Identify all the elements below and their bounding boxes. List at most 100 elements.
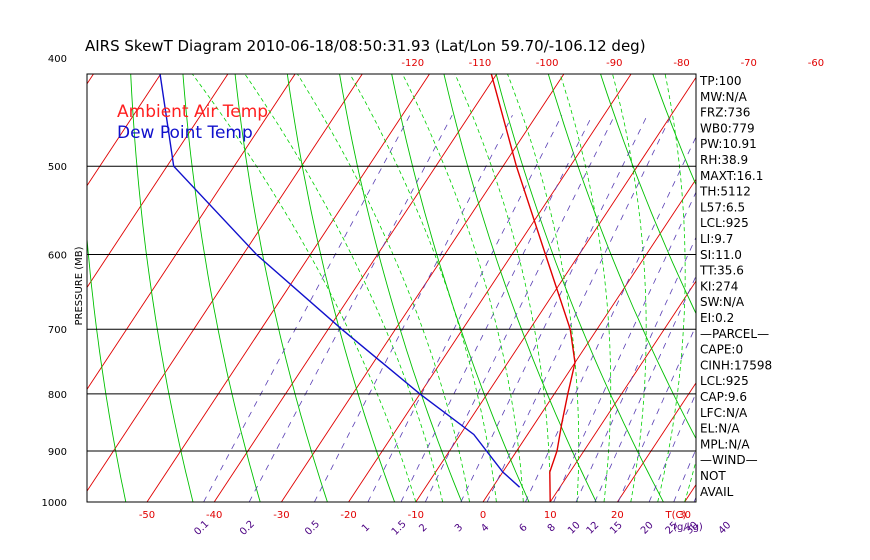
index-row: CAP:9.6 — [700, 390, 747, 404]
index-row: CINH:17598 — [700, 358, 772, 372]
index-row: SW:N/A — [700, 295, 745, 309]
isotherm-line — [415, 76, 696, 502]
dry-adiabat-line — [182, 74, 261, 502]
mixing-ratio-tick-label: 2 — [417, 522, 429, 534]
legend-dew-point: Dew Point Temp — [117, 123, 253, 143]
mixing-ratio-tick-label: 6 — [517, 522, 529, 534]
mixing-ratio-tick-label: 8 — [546, 522, 558, 534]
mixing-ratio-tick-label: 0.2 — [238, 519, 257, 538]
index-row: —WIND— — [700, 453, 758, 467]
bottom-temp-tick-label: -30 — [273, 510, 289, 521]
mixing-ratio-line — [594, 275, 696, 502]
top-temp-tick-label: -110 — [469, 58, 492, 69]
index-row: LFC:N/A — [700, 406, 748, 420]
isotherm-line — [0, 0, 278, 502]
bottom-temp-tick-label: 0 — [480, 510, 486, 521]
index-row: TP:100 — [699, 74, 742, 88]
mixing-ratio-line — [486, 115, 672, 502]
bottom-temp-tick-label: -20 — [340, 510, 356, 521]
isotherm-line — [549, 280, 696, 502]
moist-adiabat-line — [349, 74, 497, 502]
index-row: —PARCEL— — [700, 327, 769, 341]
pressure-tick-label: 800 — [48, 390, 67, 401]
index-row: TT:35.6 — [699, 264, 744, 278]
mixing-ratio-tick-label: 4 — [479, 522, 491, 534]
index-row: L57:6.5 — [700, 200, 745, 214]
isotherm-line — [213, 74, 498, 502]
mixing-ratio-line — [203, 115, 411, 502]
isotherm-line — [87, 74, 363, 492]
pressure-tick-label: 900 — [48, 447, 67, 458]
mixing-ratio-tick-label: 20 — [639, 520, 656, 537]
isotherm-line — [752, 0, 870, 502]
mixing-ratio-line — [314, 115, 513, 502]
plot-frame — [86, 73, 697, 503]
bottom-temp-tick-label: -10 — [408, 510, 424, 521]
dry-adiabat-line — [652, 74, 696, 186]
bottom-temp-tick-label: 20 — [611, 510, 624, 521]
bottom-temp-tick-label: 30 — [678, 510, 691, 521]
index-row: SI:11.0 — [700, 248, 742, 262]
top-temp-tick-label: -60 — [808, 58, 824, 69]
index-row: KI:274 — [700, 279, 738, 293]
mixing-ratio-line — [400, 115, 593, 502]
index-row: MAXT:16.1 — [700, 169, 763, 183]
dry-adiabat-line — [286, 74, 396, 502]
bottom-temp-tick-label: -40 — [206, 510, 222, 521]
pressure-tick-label: 600 — [48, 251, 67, 262]
mixing-ratio-tick-label: 15 — [608, 520, 625, 537]
dry-adiabat-line — [547, 74, 696, 440]
mixing-ratio-line — [553, 191, 696, 502]
top-temp-tick-label: -70 — [741, 58, 757, 69]
mixing-ratio-line — [248, 115, 453, 502]
mixing-ratio-line — [367, 115, 563, 502]
mixing-ratio-tick-label: 10 — [566, 520, 583, 537]
mixing-ratio-line — [525, 136, 696, 502]
index-row: FRZ:736 — [700, 106, 750, 120]
index-row: CAPE:0 — [700, 343, 743, 357]
bottom-temp-tick-label: -50 — [139, 510, 155, 521]
mixing-ratio-tick-label: 3 — [453, 522, 465, 534]
isotherm-line — [0, 0, 144, 502]
mixing-ratio-line — [424, 115, 616, 502]
index-row: LCL:925 — [700, 374, 749, 388]
dry-adiabat-line — [26, 0, 114, 502]
index-row: MPL:N/A — [700, 437, 750, 451]
index-row: PW:10.91 — [700, 137, 757, 151]
mixing-ratio-line — [648, 392, 696, 502]
index-row: LCL:925 — [700, 216, 749, 230]
pressure-tick-label: 1000 — [42, 498, 67, 509]
index-row: WB0:779 — [700, 121, 755, 135]
bottom-temp-tick-label: 10 — [544, 510, 557, 521]
dry-adiabat-line — [443, 74, 597, 502]
mixing-ratio-line — [673, 448, 696, 502]
isotherm-line — [281, 74, 565, 502]
mixing-ratio-tick-label: 12 — [585, 520, 602, 537]
bottom-temp-unit: T(C) — [665, 510, 687, 521]
dry-adiabat-line — [846, 0, 870, 502]
air-temp-line — [490, 74, 576, 502]
dry-adiabat-line — [130, 74, 194, 502]
top-temp-tick-label: -80 — [673, 58, 689, 69]
moist-adiabat-line — [454, 74, 551, 502]
dew-point-line — [159, 74, 521, 488]
isotherm-line — [0, 0, 211, 502]
isotherm-line — [617, 382, 696, 502]
index-row: EL:N/A — [700, 422, 740, 436]
legend-air-temp: Ambient Air Temp — [117, 102, 268, 122]
moist-adiabat-line — [402, 74, 524, 502]
index-row: EI:0.2 — [700, 311, 734, 325]
mixing-ratio-line — [575, 236, 696, 502]
dry-adiabat-line — [0, 0, 80, 502]
dry-adiabat-line — [637, 0, 870, 502]
index-row: RH:38.9 — [700, 153, 748, 167]
chart-title: AIRS SkewT Diagram 2010-06-18/08:50:31.9… — [85, 37, 646, 55]
dry-adiabat-line — [234, 74, 328, 502]
moist-adiabat-line — [244, 74, 444, 502]
mixing-ratio-unit: (g/kg) — [673, 522, 703, 533]
mixing-ratio-tick-label: 1.5 — [390, 519, 409, 538]
mixing-ratio-line — [460, 115, 648, 502]
